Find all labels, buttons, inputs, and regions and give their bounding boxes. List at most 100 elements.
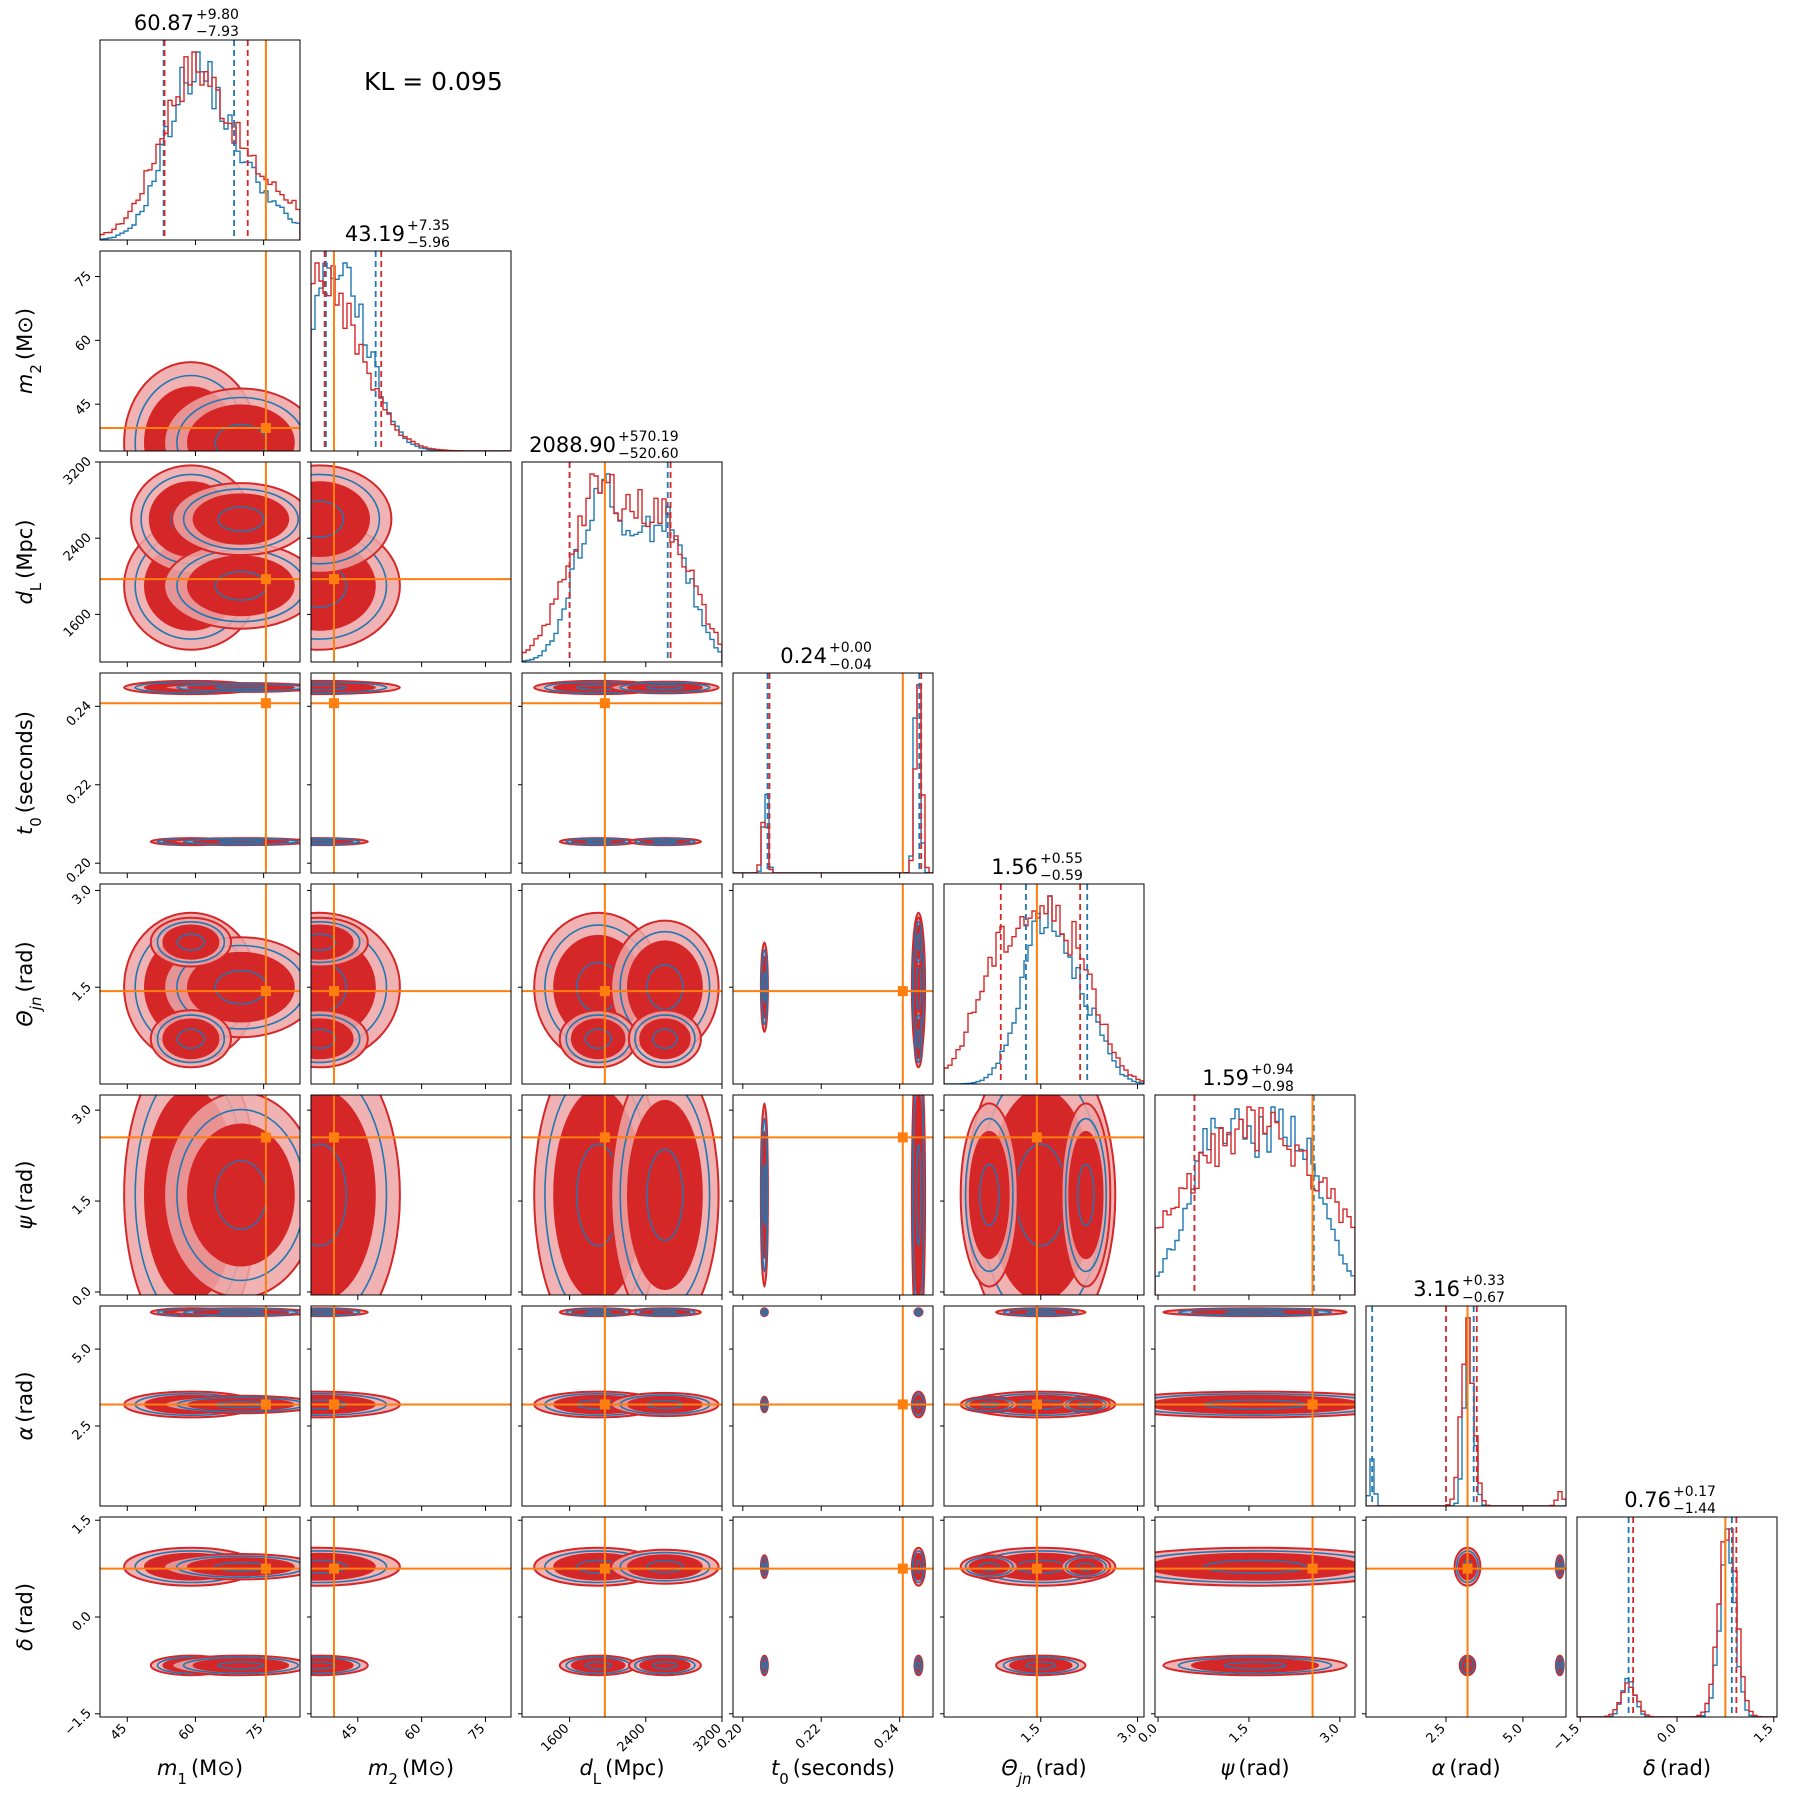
frame-m1-dL xyxy=(99,461,301,663)
truth-marker-thetajn-delta xyxy=(1031,1563,1042,1574)
blue-contour-t0-delta-0 xyxy=(912,1550,925,1584)
title-median-alpha: 3.16 xyxy=(1413,1277,1460,1301)
xtick-label-t0-2: 0.24 xyxy=(871,1721,902,1752)
blue-contour-dL-delta-3 xyxy=(634,1656,696,1675)
frame-t0-t0 xyxy=(732,672,934,874)
blue-hist-delta xyxy=(1577,1528,1777,1717)
blue-hist-m2 xyxy=(311,262,511,451)
ytick-label-m2-1: 60 xyxy=(73,333,95,355)
ytick-label-t0-2: 0.24 xyxy=(64,699,95,730)
frame-m2-dL xyxy=(310,461,512,663)
blue-contour-thetajn-psi-2 xyxy=(1064,1117,1107,1273)
frame-dL-delta xyxy=(521,1516,723,1718)
xtick-label-psi-2: 3.0 xyxy=(1317,1721,1342,1746)
xtick-label-psi-1: 1.5 xyxy=(1227,1721,1252,1746)
xtick-label-delta-1: 0.0 xyxy=(1655,1721,1680,1746)
contour-m1-dL-3-2 xyxy=(217,506,265,532)
blue-contour-m2-alpha-1 xyxy=(311,1308,361,1317)
hist-panel-delta: 0.76 +0.17−1.44 −1.5 0.0 1.5 xyxy=(1550,1484,1778,1754)
title-median-m1: 60.87 xyxy=(134,11,194,35)
red-hist-psi xyxy=(1155,1106,1355,1295)
red-hist-t0 xyxy=(733,684,933,873)
title-median-thetajn: 1.56 xyxy=(991,855,1038,879)
ytick-label-m2-0: 45 xyxy=(73,396,95,418)
hist-panel-t0: 0.24 +0.00−0.04 xyxy=(732,640,934,878)
ytick-label-alpha-0: 2.5 xyxy=(70,1418,95,1443)
xtick-label-dL-1: 2400 xyxy=(615,1721,649,1755)
frame-t0-alpha xyxy=(732,1305,934,1507)
title-plus-dL: +570.19 xyxy=(618,429,679,445)
ytick-label-delta-1: 0.0 xyxy=(70,1609,95,1634)
frame-psi-psi xyxy=(1154,1094,1356,1296)
blue-contour-m1-m2-1 xyxy=(176,396,300,451)
contour-t0-delta-0-2 xyxy=(915,1559,922,1574)
contour-thetajn-psi-0-2 xyxy=(1015,1143,1067,1247)
title-plus-delta: +0.17 xyxy=(1673,1484,1716,1500)
panel-t0-psi xyxy=(729,1094,934,1300)
panel-m2-alpha xyxy=(307,1305,512,1511)
panel-m1-alpha: 2.5 5.0 xyxy=(70,1305,301,1511)
contour-dL-delta-3-2 xyxy=(652,1661,678,1670)
truth-marker-m1-thetajn xyxy=(260,986,271,997)
ylabel-t0: t0(seconds) xyxy=(13,711,45,835)
hist-panel-m2: 43.19 +7.35−5.96 xyxy=(310,218,512,456)
frame-m2-alpha xyxy=(310,1305,512,1507)
truth-marker-thetajn-alpha xyxy=(1031,1399,1042,1410)
title-median-m2: 43.19 xyxy=(345,222,405,246)
ylabel-m2: m2(M⊙) xyxy=(13,308,45,394)
frame-dL-psi xyxy=(521,1094,723,1296)
xtick-label-delta-2: 1.5 xyxy=(1751,1721,1776,1746)
frame-m1-t0 xyxy=(99,672,301,874)
blue-contour-m1-t0-3 xyxy=(182,837,299,846)
title-minus-psi: −0.98 xyxy=(1251,1079,1294,1095)
truth-marker-m1-dL xyxy=(260,574,271,585)
frame-thetajn-psi xyxy=(943,1094,1145,1296)
title-minus-dL: −520.60 xyxy=(618,446,679,462)
panel-dL-psi xyxy=(518,1094,723,1300)
title-median-dL: 2088.90 xyxy=(529,433,616,457)
blue-contour-alpha-delta-3 xyxy=(1555,1656,1564,1675)
hist-panel-dL: 2088.90 +570.19−520.60 xyxy=(521,429,723,667)
blue-contour-m1-t0-1 xyxy=(176,683,300,692)
ytick-label-alpha-1: 5.0 xyxy=(70,1341,95,1366)
frame-m2-m2 xyxy=(310,250,512,452)
truth-marker-dL-alpha xyxy=(599,1399,610,1410)
blue-hist-t0 xyxy=(733,684,933,873)
panel-m2-t0 xyxy=(307,672,512,878)
red-hist-m1 xyxy=(100,51,300,240)
contour-t0-psi-1-2 xyxy=(762,1163,767,1227)
xtick-label-m2-2: 75 xyxy=(466,1721,488,1743)
blue-contour-m1-thetajn-1 xyxy=(176,944,300,1030)
blue-contour-t0-delta-3 xyxy=(760,1656,769,1675)
ytick-label-delta-2: 1.5 xyxy=(70,1512,95,1537)
contour-t0-alpha-2-2 xyxy=(916,1310,921,1315)
panel-t0-alpha xyxy=(729,1305,934,1511)
truth-marker-t0-alpha xyxy=(897,1399,908,1410)
frame-psi-alpha xyxy=(1154,1305,1356,1507)
ytick-label-thetajn-0: 1.5 xyxy=(70,979,95,1004)
title-median-t0: 0.24 xyxy=(780,644,827,668)
truth-marker-alpha-delta xyxy=(1462,1563,1473,1574)
blue-contour-psi-alpha-0 xyxy=(1155,1392,1355,1417)
frame-dL-dL xyxy=(521,461,723,663)
ytick-label-t0-1: 0.22 xyxy=(64,777,95,808)
panel-dL-alpha xyxy=(518,1305,723,1511)
contour-m2-alpha-1-2 xyxy=(311,1310,337,1315)
ytick-label-dL-1: 2400 xyxy=(61,530,95,564)
contour-thetajn-psi-2-2 xyxy=(1077,1163,1095,1227)
contour-m1-t0-3-2 xyxy=(217,839,265,844)
contour-dL-t0-3-2 xyxy=(652,839,678,844)
xtick-label-t0-0: 0.20 xyxy=(715,1721,746,1752)
title-m1: 60.87 +9.80−7.93 xyxy=(134,7,239,40)
blue-contour-m1-dL-3 xyxy=(182,488,299,550)
title-t0: 0.24 +0.00−0.04 xyxy=(780,640,872,673)
frame-dL-t0 xyxy=(521,672,723,874)
contour-psi-delta-1-2 xyxy=(1223,1661,1287,1670)
contour-thetajn-psi-1-2 xyxy=(979,1163,1000,1227)
contour-dL-alpha-2-2 xyxy=(584,1310,612,1315)
blue-hist-thetajn xyxy=(944,895,1144,1084)
contour-m2-t0-1-2 xyxy=(311,839,337,844)
contour-m2-delta-1-2 xyxy=(311,1661,337,1670)
panel-m1-delta: 45 60 75 −1.5 0.0 1.5 xyxy=(62,1512,301,1744)
ytick-label-t0-0: 0.20 xyxy=(64,855,95,886)
